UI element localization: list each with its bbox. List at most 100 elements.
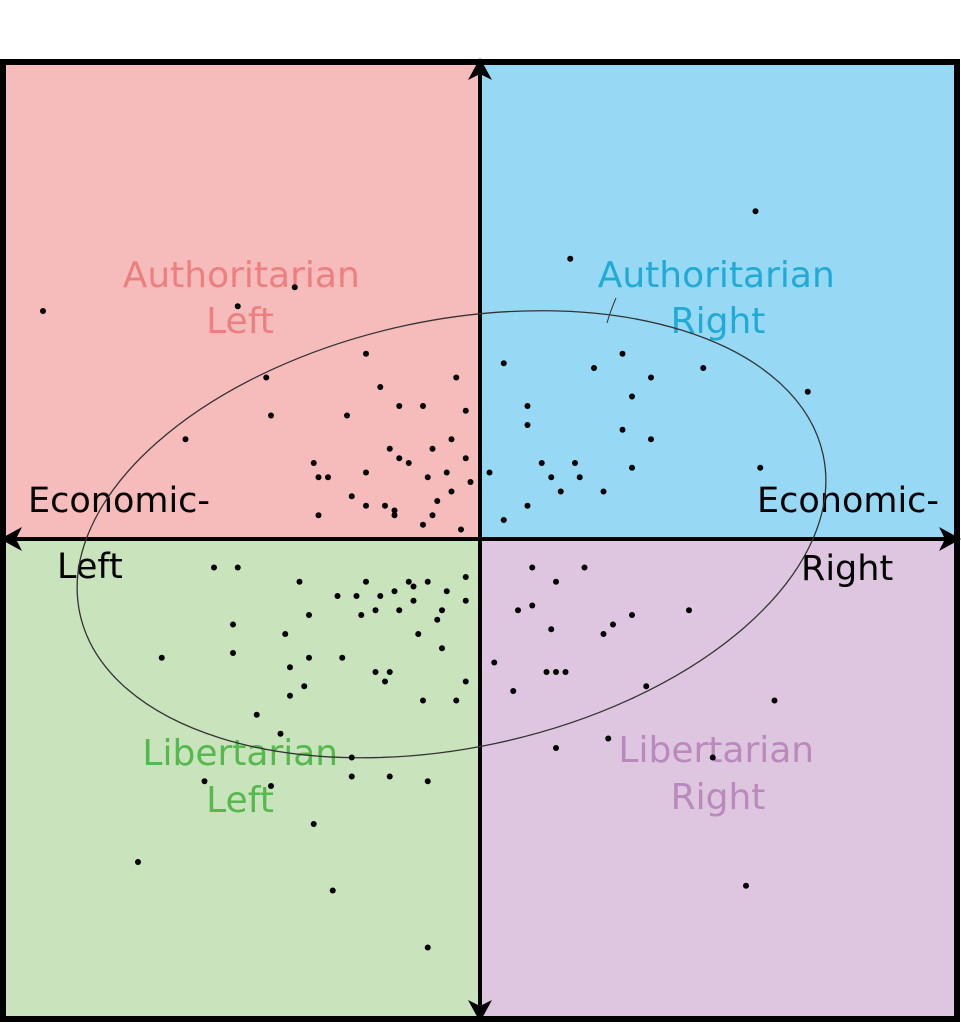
scatter-point (268, 783, 274, 789)
scatter-point (458, 526, 464, 533)
scatter-point (396, 455, 403, 462)
scatter-point (757, 464, 764, 471)
scatter-point (377, 593, 384, 599)
scatter-point (629, 612, 635, 618)
scatter-point (348, 493, 355, 500)
scatter-point (752, 208, 759, 215)
scatter-point (420, 521, 426, 528)
scatter-point (396, 607, 403, 614)
scatter-point (553, 669, 559, 675)
scatter-point (462, 574, 469, 580)
scatter-point (643, 683, 650, 690)
scatter-point (619, 350, 626, 357)
scatter-point (686, 607, 692, 614)
scatter-point (486, 469, 493, 476)
scatter-point (40, 308, 46, 314)
scatter-point (462, 407, 469, 414)
scatter-point (334, 593, 341, 599)
scatter-point (548, 626, 555, 633)
label-line-2: Left (206, 780, 274, 821)
scatter-point (553, 578, 559, 585)
scatter-point (377, 384, 384, 390)
scatter-point (572, 460, 578, 466)
scatter-point (363, 350, 369, 357)
scatter-point (581, 564, 588, 571)
scatter-point (363, 502, 369, 509)
axis-label-line-1: Economic- (28, 481, 210, 521)
scatter-point (363, 578, 369, 585)
scatter-point (410, 583, 417, 590)
scatter-point (329, 887, 336, 894)
scatter-point (439, 645, 445, 652)
scatter-point (434, 498, 441, 504)
scatter-point (462, 597, 469, 604)
scatter-point (315, 474, 322, 481)
quadrant-label-libertarian-right: Libertarian Right (618, 730, 825, 818)
axis-label-line-2: Left (57, 547, 123, 587)
scatter-point (700, 365, 707, 371)
scatter-point (415, 631, 422, 637)
scatter-point (391, 588, 398, 595)
scatter-point (562, 669, 569, 675)
scatter-point (420, 403, 426, 409)
quadrant-libertarian-left (5, 539, 480, 1018)
scatter-point (600, 631, 607, 637)
scatter-point (382, 502, 388, 509)
scatter-point (339, 654, 346, 661)
quadrant-authoritarian-right (480, 64, 955, 539)
scatter-point (771, 697, 778, 704)
scatter-point (201, 778, 208, 785)
scatter-point (743, 882, 749, 889)
scatter-point (405, 460, 412, 466)
scatter-point (344, 412, 350, 419)
scatter-point (619, 426, 626, 433)
axis-label-economic-right: Economic- Right (757, 481, 950, 589)
scatter-point (709, 754, 716, 761)
scatter-point (282, 631, 289, 637)
scatter-point (424, 474, 431, 481)
scatter-point (648, 374, 654, 381)
scatter-point (548, 474, 555, 481)
scatter-point (424, 778, 431, 785)
scatter-point (325, 474, 331, 481)
label-line-2: Right (671, 777, 766, 818)
scatter-point (429, 512, 436, 519)
scatter-point (348, 773, 355, 780)
arrow-right-icon (939, 527, 961, 551)
label-line-2: Right (671, 301, 766, 342)
scatter-point (296, 578, 303, 585)
arrow-up-icon (468, 58, 492, 80)
scatter-point (529, 564, 536, 571)
scatter-point (543, 669, 550, 675)
scatter-point (211, 564, 217, 571)
scatter-point (510, 688, 517, 694)
label-line-1: Libertarian (618, 730, 814, 771)
scatter-point (306, 654, 312, 661)
scatter-point (372, 607, 379, 614)
axis-label-line-1: Economic- (757, 481, 939, 521)
scatter-point (386, 445, 393, 452)
scatter-point (610, 621, 616, 628)
scatter-point (287, 664, 293, 671)
scatter-point (467, 479, 474, 485)
pen-stroke (606, 297, 617, 324)
scatter-point (462, 455, 469, 462)
scatter-point (348, 754, 355, 761)
scatter-point (448, 436, 455, 443)
scatter-point (158, 654, 165, 661)
scatter-point (453, 697, 460, 704)
scatter-point (576, 474, 583, 481)
scatter-point (557, 488, 564, 495)
scatter-point (405, 578, 412, 585)
scatter-point (439, 607, 445, 614)
scatter-point (135, 859, 141, 865)
arrow-down-icon (468, 1000, 492, 1022)
quadrant-libertarian-right (480, 539, 955, 1018)
scatter-point (491, 659, 498, 666)
scatter-point (515, 607, 521, 614)
scatter-point (648, 436, 654, 443)
scatter-point (453, 374, 460, 381)
axis-label-line-2: Right (801, 549, 893, 589)
scatter-point (253, 711, 260, 718)
